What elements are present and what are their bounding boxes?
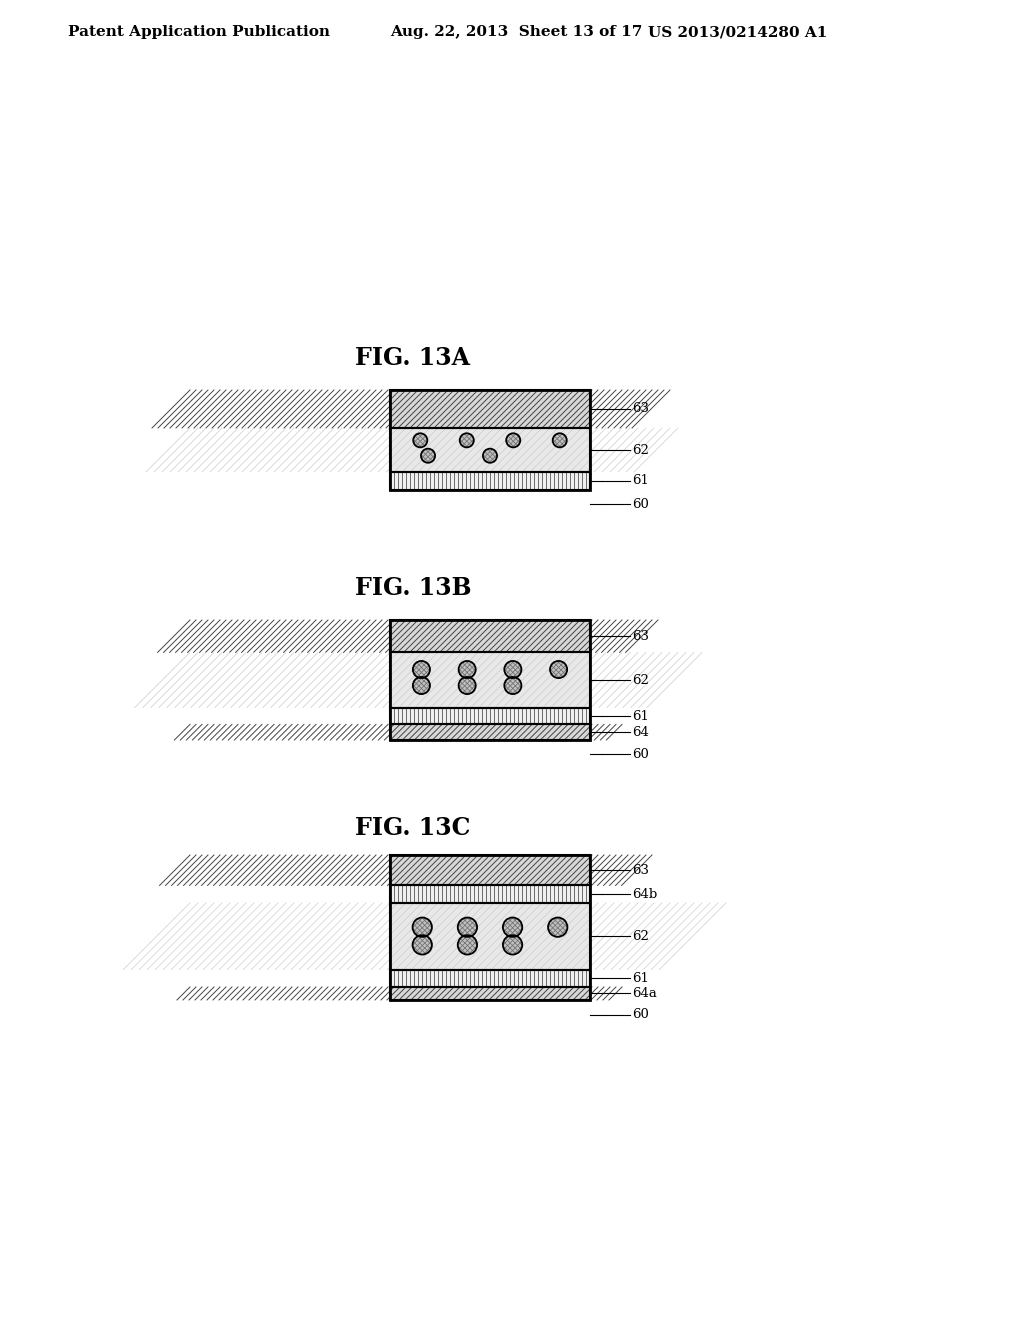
Circle shape [460, 433, 474, 447]
Circle shape [506, 433, 520, 447]
Bar [390, 855, 590, 1001]
Bar [390, 970, 590, 987]
Text: 64: 64 [632, 726, 649, 739]
Circle shape [553, 433, 566, 447]
Circle shape [550, 661, 567, 678]
Bar [390, 987, 590, 1001]
Text: 64b: 64b [632, 887, 657, 900]
Text: 63: 63 [632, 863, 649, 876]
Bar [390, 903, 590, 970]
Bar [390, 389, 590, 490]
Text: FIG. 13C: FIG. 13C [355, 816, 470, 840]
Bar [390, 886, 590, 903]
Circle shape [458, 917, 477, 937]
Text: 60: 60 [632, 1008, 649, 1020]
Circle shape [483, 449, 497, 463]
Bar [390, 855, 590, 886]
Text: 60: 60 [632, 748, 649, 760]
Text: Aug. 22, 2013  Sheet 13 of 17: Aug. 22, 2013 Sheet 13 of 17 [390, 25, 642, 40]
Text: FIG. 13B: FIG. 13B [355, 576, 471, 601]
Bar [390, 428, 590, 473]
Bar [390, 620, 590, 741]
Bar [390, 652, 590, 708]
Bar [390, 652, 590, 708]
Circle shape [504, 677, 521, 694]
Circle shape [459, 661, 476, 678]
Bar [390, 886, 590, 903]
Bar [390, 389, 590, 428]
Bar [390, 389, 590, 428]
Text: 62: 62 [632, 929, 649, 942]
Circle shape [504, 661, 521, 678]
Bar [390, 987, 590, 1001]
Text: FIG. 13A: FIG. 13A [355, 346, 470, 370]
Circle shape [459, 677, 476, 694]
Text: 62: 62 [632, 444, 649, 457]
Circle shape [458, 935, 477, 954]
Bar [390, 708, 590, 725]
Bar [390, 903, 590, 970]
Bar [390, 620, 590, 652]
Bar [390, 428, 590, 473]
Circle shape [421, 449, 435, 463]
Circle shape [413, 935, 432, 954]
Bar [390, 725, 590, 741]
Text: 61: 61 [632, 972, 649, 985]
Text: 61: 61 [632, 710, 649, 722]
Bar [390, 620, 590, 652]
Circle shape [503, 935, 522, 954]
Text: US 2013/0214280 A1: US 2013/0214280 A1 [648, 25, 827, 40]
Bar [390, 708, 590, 725]
Text: 63: 63 [632, 630, 649, 643]
Text: 63: 63 [632, 403, 649, 416]
Circle shape [503, 917, 522, 937]
Bar [390, 987, 590, 1001]
Bar [390, 725, 590, 741]
Text: 64a: 64a [632, 987, 656, 1001]
Text: 60: 60 [632, 498, 649, 511]
Circle shape [413, 677, 430, 694]
Circle shape [413, 917, 432, 937]
Circle shape [414, 433, 427, 447]
Bar [390, 725, 590, 741]
Bar [390, 473, 590, 490]
Bar [390, 620, 590, 652]
Bar [390, 855, 590, 886]
Bar [390, 970, 590, 987]
Bar [390, 855, 590, 886]
Bar [390, 473, 590, 490]
Circle shape [413, 661, 430, 678]
Text: Patent Application Publication: Patent Application Publication [68, 25, 330, 40]
Bar [390, 389, 590, 428]
Text: 62: 62 [632, 673, 649, 686]
Text: 61: 61 [632, 474, 649, 487]
Circle shape [548, 917, 567, 937]
